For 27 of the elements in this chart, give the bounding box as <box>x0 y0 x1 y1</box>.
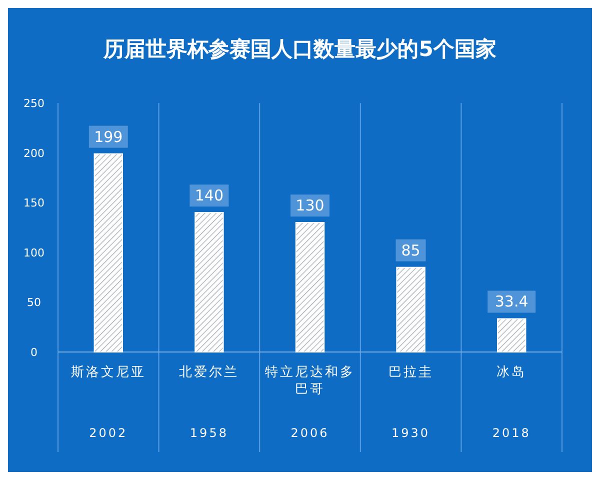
data-label: 140 <box>194 186 224 205</box>
y-tick-label: 250 <box>24 97 44 110</box>
text: 2006 <box>290 426 330 440</box>
text: 1958 <box>190 426 228 440</box>
x-tick-label: 特立尼达和多巴哥 <box>265 364 355 397</box>
y-tick-label: 100 <box>24 246 44 260</box>
data-label: 199 <box>94 128 123 146</box>
data-label: 85 <box>401 241 420 260</box>
y-tick-label: 0 <box>30 346 38 359</box>
chart-title: 历届世界杯参赛国人口数量最少的5个国家 <box>102 37 496 61</box>
text: 2002 <box>89 426 128 440</box>
text: 2018 <box>492 426 531 440</box>
y-tick-label: 150 <box>24 196 44 210</box>
bar <box>295 222 325 352</box>
data-label: 130 <box>296 196 324 215</box>
y-tick-label: 50 <box>27 296 41 310</box>
text: 1930 <box>392 426 430 440</box>
y-tick-label: 200 <box>24 146 44 160</box>
bar <box>396 266 426 352</box>
x-tick-label: 冰岛 <box>496 365 527 380</box>
data-label: 33.4 <box>494 292 528 311</box>
x-tick-label: 斯洛文尼亚 <box>70 365 146 380</box>
x-tick-label: 巴拉圭 <box>388 365 434 380</box>
bar <box>94 153 124 352</box>
bar <box>496 318 526 352</box>
x-tick-label: 北爱尔兰 <box>179 365 240 380</box>
bar <box>194 212 224 352</box>
